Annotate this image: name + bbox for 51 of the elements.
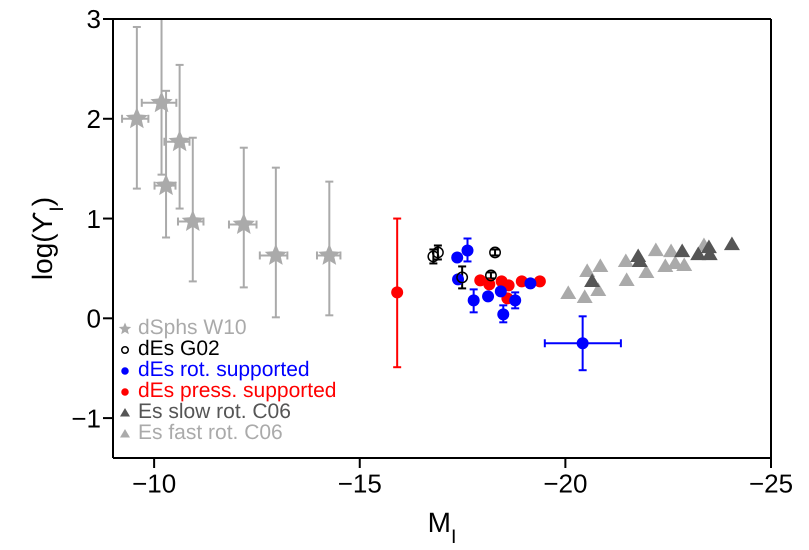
point bbox=[461, 244, 474, 256]
y-tick-label: 0 bbox=[86, 304, 101, 334]
point bbox=[318, 244, 340, 265]
point bbox=[584, 273, 600, 287]
point bbox=[427, 250, 440, 262]
point bbox=[534, 275, 546, 288]
y-tick-label: 3 bbox=[86, 4, 101, 34]
x-axis-title: M$_{I}$ bbox=[428, 507, 456, 548]
point bbox=[494, 285, 507, 298]
point bbox=[618, 253, 634, 268]
point bbox=[590, 282, 606, 296]
point bbox=[524, 277, 536, 290]
point bbox=[690, 246, 706, 260]
point bbox=[391, 286, 404, 298]
point bbox=[482, 290, 494, 302]
point bbox=[126, 107, 148, 128]
y-tick-label: 2 bbox=[86, 104, 101, 134]
y-tick-label: −1 bbox=[71, 403, 101, 434]
x-tick-label: −25 bbox=[748, 468, 794, 498]
point bbox=[657, 258, 674, 272]
point bbox=[648, 242, 664, 256]
point bbox=[592, 258, 608, 272]
legend-label: dEs rot. supported bbox=[138, 358, 310, 381]
legend-label: Es slow rot. C06 bbox=[138, 400, 291, 423]
point bbox=[724, 236, 740, 250]
x-tick-label: −15 bbox=[338, 468, 382, 498]
point bbox=[576, 289, 593, 303]
point bbox=[264, 244, 287, 265]
legend-label: dEs press. supported bbox=[138, 379, 336, 402]
point bbox=[663, 243, 680, 258]
point bbox=[676, 257, 692, 272]
point bbox=[432, 246, 444, 258]
point bbox=[468, 294, 480, 306]
x-tick-label: −10 bbox=[132, 468, 176, 498]
y-tick-label: 1 bbox=[86, 204, 101, 234]
point bbox=[579, 263, 596, 278]
point bbox=[474, 274, 486, 286]
legend-label: Es fast rot. C06 bbox=[138, 421, 283, 444]
point bbox=[502, 279, 515, 292]
x-tick-label: −20 bbox=[543, 468, 588, 498]
point bbox=[456, 271, 468, 284]
point bbox=[618, 272, 635, 286]
point bbox=[497, 308, 510, 320]
point bbox=[560, 285, 576, 299]
point bbox=[509, 294, 522, 306]
point bbox=[576, 337, 589, 350]
point bbox=[451, 251, 464, 264]
point bbox=[674, 243, 690, 258]
point bbox=[638, 264, 654, 278]
legend-label: dEs G02 bbox=[138, 337, 220, 360]
legend-label: dSphs W10 bbox=[138, 316, 247, 339]
